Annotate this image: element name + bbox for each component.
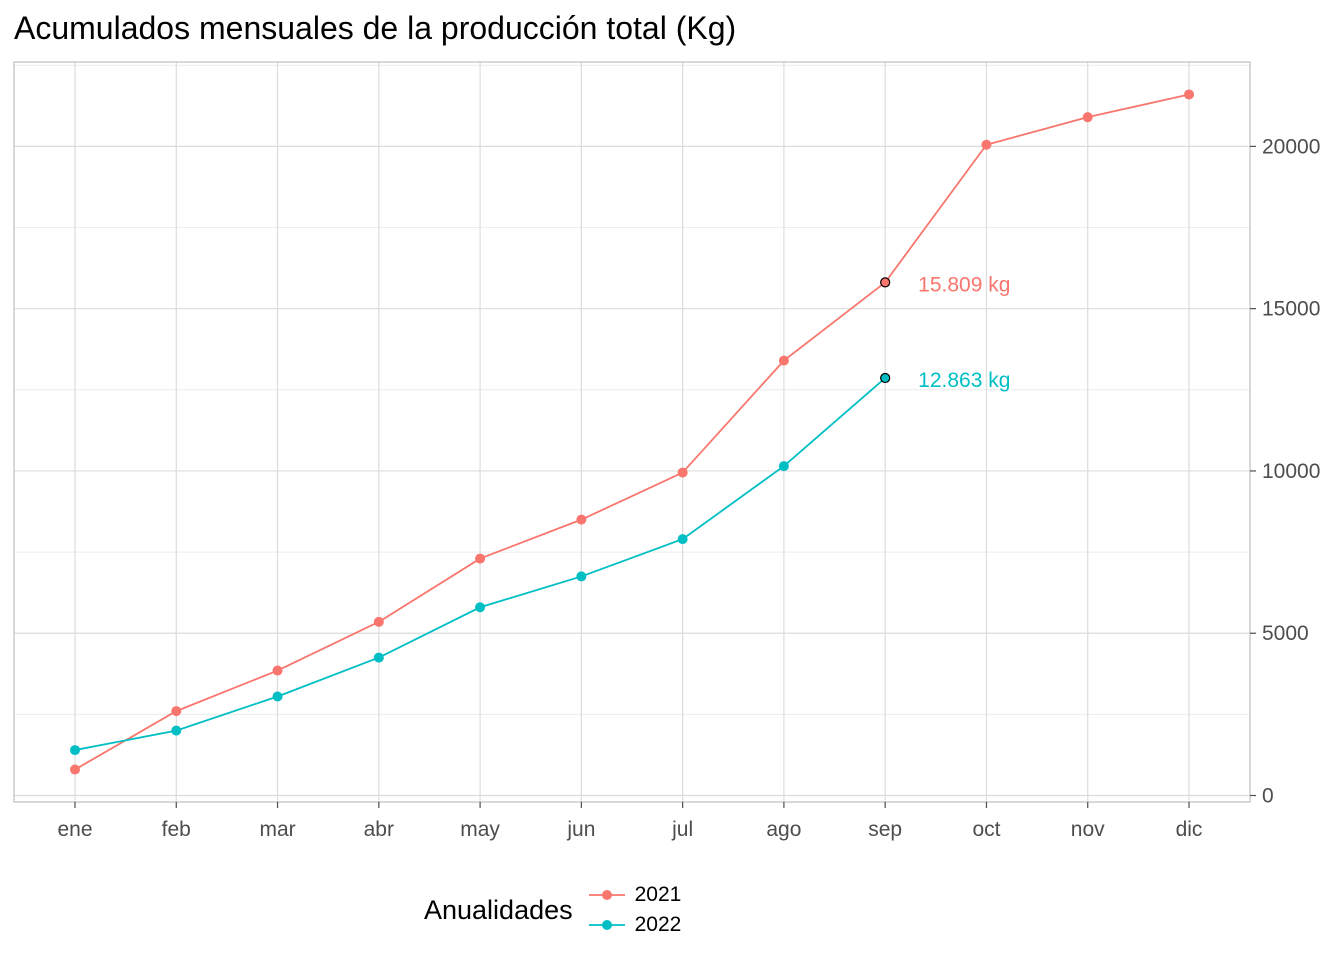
annotation-label-2022: 12.863 kg — [918, 369, 1010, 392]
x-tick-label: abr — [364, 818, 394, 841]
data-point-2021 — [778, 355, 789, 366]
legend-items: 2021 2022 — [587, 880, 700, 940]
legend-title: Anualidades — [424, 894, 573, 925]
y-tick-label: 15000 — [1262, 298, 1320, 321]
series — [70, 89, 1194, 775]
legend-key-2022 — [588, 920, 625, 930]
legend-label: 2022 — [634, 913, 682, 936]
x-tick-label: dic — [1176, 818, 1203, 841]
data-point-2021 — [171, 706, 182, 717]
chart-title: Acumulados mensuales de la producción to… — [14, 10, 737, 46]
x-tick-label: mar — [259, 818, 295, 841]
legend-item-2022: 2022 — [587, 910, 682, 940]
data-point-2021 — [1184, 89, 1194, 100]
data-point-2021 — [1082, 112, 1093, 123]
data-point-2022 — [171, 725, 182, 736]
data-point-2022 — [373, 652, 384, 663]
data-point-2022 — [778, 461, 789, 472]
data-point-2021 — [272, 665, 283, 676]
x-tick-label: jun — [566, 818, 595, 841]
data-point-2022 — [272, 691, 283, 702]
highlight-point-2021 — [880, 277, 891, 288]
plot-panel-border — [13, 61, 1251, 803]
x-tick-label: sep — [868, 818, 902, 841]
data-point-2021 — [677, 467, 688, 478]
x-tick-label: nov — [1071, 818, 1105, 841]
data-point-2021 — [70, 764, 80, 775]
y-tick-label: 0 — [1262, 785, 1274, 808]
x-tick-label: ago — [766, 818, 801, 841]
legend-key-point — [601, 890, 612, 900]
highlight-point-2022 — [880, 372, 891, 384]
legend-key-point — [601, 920, 612, 930]
legend-key-2021 — [588, 890, 625, 900]
data-point-2022 — [475, 602, 486, 613]
legend-label: 2021 — [634, 883, 682, 906]
axes: 0 5000 10000 15000 20000 ene feb mar abr may jun ju… — [57, 135, 1320, 841]
x-tick-label: oct — [972, 818, 1000, 841]
y-tick-label: 5000 — [1262, 622, 1309, 645]
data-point-2021 — [576, 514, 587, 525]
series-line-2021 — [74, 93, 1190, 771]
data-point-2022 — [576, 571, 587, 582]
data-point-2021 — [475, 553, 486, 564]
y-tick-label: 20000 — [1262, 135, 1320, 158]
legend-item-2021: 2021 — [587, 880, 682, 910]
y-tick-label: 10000 — [1262, 460, 1320, 483]
data-point-2022 — [70, 745, 80, 756]
grid-lines — [14, 62, 1250, 802]
legend: Anualidades 2021 2022 — [424, 883, 699, 936]
data-point-2022 — [677, 534, 688, 545]
x-tick-label: ene — [57, 818, 92, 841]
x-tick-label: may — [460, 818, 500, 841]
x-tick-label: feb — [162, 818, 191, 841]
series-2021 — [70, 89, 1194, 775]
data-point-2021 — [373, 616, 384, 627]
x-tick-label: jul — [671, 818, 693, 841]
line-chart: 0 5000 10000 15000 20000 ene feb mar abr may jun ju… — [13, 61, 1320, 841]
series-2022 — [70, 373, 891, 756]
annotation-label-2021: 15.809 kg — [918, 273, 1010, 296]
annotations: 15.809 kg 12.863 kg — [880, 273, 1010, 392]
data-point-2021 — [981, 139, 992, 150]
